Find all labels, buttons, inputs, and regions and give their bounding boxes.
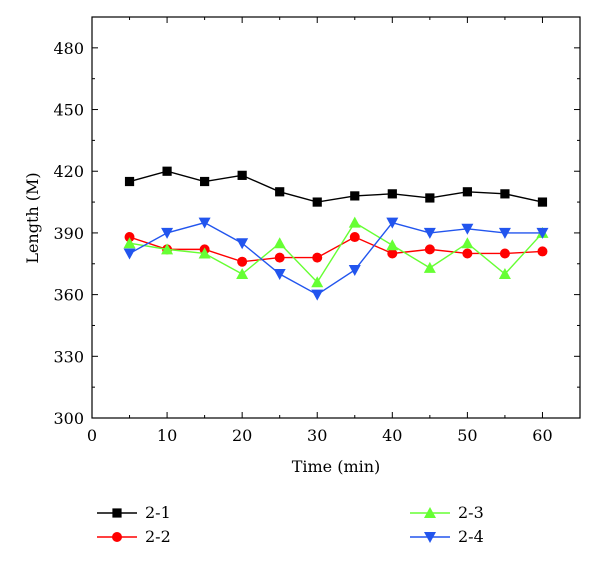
data-point-2-4 bbox=[461, 223, 474, 235]
data-point-2-4 bbox=[386, 217, 399, 229]
y-tick-label: 300 bbox=[53, 409, 84, 428]
series-line-2-2 bbox=[129, 236, 543, 263]
series-2-4 bbox=[123, 217, 549, 301]
data-point-2-4 bbox=[161, 227, 174, 239]
legend-marker bbox=[112, 532, 122, 542]
data-point-2-3 bbox=[311, 276, 324, 288]
data-point-2-3 bbox=[273, 237, 286, 249]
series-line-2-3 bbox=[129, 221, 543, 284]
data-point-2-4 bbox=[498, 227, 511, 239]
axis-ticks: 0 10 20 30 40 50 60 300 330 360 390 420 450 480 bbox=[53, 17, 580, 445]
data-point-2-3 bbox=[123, 237, 136, 249]
series-2-1 bbox=[124, 166, 548, 207]
plot-area-frame bbox=[91, 16, 581, 419]
data-point-2-4 bbox=[536, 227, 549, 239]
data-point-2-4 bbox=[123, 248, 136, 260]
data-point-2-4 bbox=[423, 227, 436, 239]
data-point-2-4 bbox=[273, 269, 286, 281]
data-point-2-2 bbox=[462, 248, 473, 259]
data-point-2-3 bbox=[236, 268, 249, 280]
data-point-2-2 bbox=[274, 252, 285, 263]
data-point-2-2 bbox=[424, 244, 435, 255]
y-tick-label: 360 bbox=[53, 286, 84, 305]
data-point-2-1 bbox=[462, 187, 472, 197]
series-line-2-4 bbox=[129, 221, 543, 296]
x-tick-label: 0 bbox=[87, 426, 97, 445]
y-tick-label: 390 bbox=[53, 224, 84, 243]
data-point-2-1 bbox=[275, 187, 285, 197]
series-line-2-1 bbox=[129, 170, 543, 203]
data-point-2-1 bbox=[162, 166, 172, 176]
data-point-2-4 bbox=[236, 238, 249, 250]
y-tick-label: 480 bbox=[53, 39, 84, 58]
series-layer bbox=[123, 166, 549, 301]
legend-marker bbox=[424, 532, 436, 543]
data-point-2-2 bbox=[537, 246, 548, 257]
x-tick-label: 10 bbox=[157, 426, 177, 445]
y-tick-label: 450 bbox=[53, 101, 84, 120]
legend-marker bbox=[112, 508, 122, 518]
data-point-2-1 bbox=[425, 193, 435, 203]
x-tick-label: 40 bbox=[382, 426, 402, 445]
legend-item-2-3: 2-3 bbox=[410, 503, 484, 522]
legend-marker bbox=[424, 507, 436, 518]
x-tick-label: 60 bbox=[532, 426, 552, 445]
data-point-2-2 bbox=[124, 232, 135, 243]
legend-label: 2-2 bbox=[145, 527, 171, 546]
data-point-2-2 bbox=[387, 248, 398, 259]
legend: 2-1 2-2 2-3 2-4 bbox=[97, 503, 484, 546]
data-point-2-2 bbox=[312, 252, 323, 263]
data-point-2-1 bbox=[312, 197, 322, 207]
data-point-2-3 bbox=[348, 216, 361, 228]
data-point-2-3 bbox=[161, 243, 174, 255]
legend-label: 2-1 bbox=[145, 503, 171, 522]
legend-item-2-2: 2-2 bbox=[97, 527, 171, 546]
data-point-2-1 bbox=[237, 170, 247, 180]
data-point-2-3 bbox=[423, 261, 436, 273]
legend-label: 2-4 bbox=[458, 527, 484, 546]
data-point-2-2 bbox=[499, 248, 510, 259]
y-tick-label: 330 bbox=[53, 347, 84, 366]
y-tick-label: 420 bbox=[53, 162, 84, 181]
data-point-2-4 bbox=[311, 289, 324, 301]
data-point-2-1 bbox=[200, 176, 210, 187]
series-2-2 bbox=[124, 232, 548, 267]
x-tick-label: 30 bbox=[307, 426, 327, 445]
legend-item-2-1: 2-1 bbox=[97, 503, 171, 522]
data-point-2-3 bbox=[498, 268, 511, 280]
data-point-2-1 bbox=[387, 189, 397, 199]
data-point-2-1 bbox=[500, 189, 510, 199]
x-axis-title: Time (min) bbox=[292, 457, 381, 476]
data-point-2-1 bbox=[537, 197, 548, 207]
legend-label: 2-3 bbox=[458, 503, 484, 522]
data-point-2-1 bbox=[124, 176, 135, 187]
series-2-3 bbox=[123, 216, 549, 288]
data-point-2-3 bbox=[198, 247, 211, 259]
x-tick-label: 50 bbox=[457, 426, 477, 445]
data-point-2-2 bbox=[237, 256, 248, 267]
data-point-2-1 bbox=[350, 191, 360, 201]
data-point-2-4 bbox=[348, 264, 361, 276]
y-axis-title: Length (M) bbox=[23, 172, 42, 263]
legend-item-2-4: 2-4 bbox=[410, 527, 484, 546]
data-point-2-4 bbox=[198, 217, 211, 229]
data-point-2-3 bbox=[386, 239, 399, 251]
data-point-2-2 bbox=[349, 232, 360, 243]
x-tick-label: 20 bbox=[232, 426, 252, 445]
data-point-2-3 bbox=[461, 237, 474, 249]
